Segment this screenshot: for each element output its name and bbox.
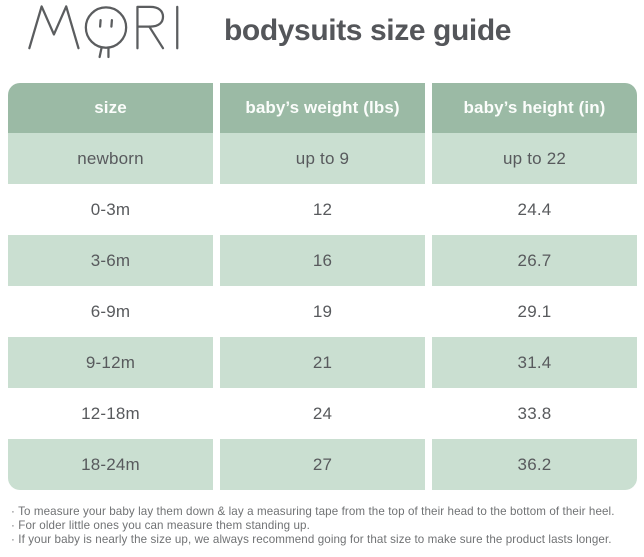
height-cell: 31.4 bbox=[432, 337, 637, 388]
measurement-notes: · To measure your baby lay them down & l… bbox=[11, 505, 636, 546]
note-line: · If your baby is nearly the size up, we… bbox=[11, 532, 612, 546]
table-row: 0-3m 12 24.4 bbox=[8, 184, 637, 235]
height-cell: 33.8 bbox=[517, 403, 552, 423]
table-row: newborn up to 9 up to 22 bbox=[8, 133, 637, 184]
note-line: · To measure your baby lay them down & l… bbox=[11, 505, 615, 518]
table-row: 9-12m 21 31.4 bbox=[8, 337, 637, 388]
column-header-height: baby’s height (in) bbox=[432, 83, 637, 133]
table-row: 6-9m 19 29.1 bbox=[8, 286, 637, 337]
size-cell: 18-24m bbox=[8, 439, 213, 490]
size-cell: 9-12m bbox=[8, 337, 213, 388]
table-body: newborn up to 9 up to 22 0-3m 12 24.4 3-… bbox=[8, 133, 637, 490]
weight-cell: 12 bbox=[312, 199, 333, 219]
weight-cell: 16 bbox=[220, 235, 425, 286]
note-line: · For older little ones you can measure … bbox=[11, 518, 310, 532]
table-row: 18-24m 27 36.2 bbox=[8, 439, 637, 490]
weight-cell: 19 bbox=[312, 301, 333, 321]
height-cell: up to 22 bbox=[432, 133, 637, 184]
size-cell: 6-9m bbox=[90, 301, 131, 321]
height-cell: 29.1 bbox=[517, 301, 552, 321]
column-header-size: size bbox=[8, 83, 213, 133]
weight-cell: 24 bbox=[312, 403, 333, 423]
column-header-weight: baby’s weight (lbs) bbox=[220, 83, 425, 133]
weight-cell: up to 9 bbox=[220, 133, 425, 184]
size-cell: 12-18m bbox=[81, 403, 140, 423]
height-cell: 24.4 bbox=[517, 199, 552, 219]
page-title: bodysuits size guide bbox=[224, 14, 512, 47]
weight-cell: 21 bbox=[220, 337, 425, 388]
weight-cell: 27 bbox=[220, 439, 425, 490]
mori-face-logo-icon bbox=[28, 5, 179, 59]
table-row: 12-18m 24 33.8 bbox=[8, 388, 637, 439]
size-guide-table: size baby’s weight (lbs) baby’s height (… bbox=[8, 83, 637, 490]
size-cell: 0-3m bbox=[90, 199, 131, 219]
table-header-row: size baby’s weight (lbs) baby’s height (… bbox=[8, 83, 637, 133]
size-cell: newborn bbox=[8, 133, 213, 184]
height-cell: 26.7 bbox=[432, 235, 637, 286]
table-row: 3-6m 16 26.7 bbox=[8, 235, 637, 286]
height-cell: 36.2 bbox=[432, 439, 637, 490]
size-cell: 3-6m bbox=[8, 235, 213, 286]
mori-logo bbox=[27, 2, 185, 59]
